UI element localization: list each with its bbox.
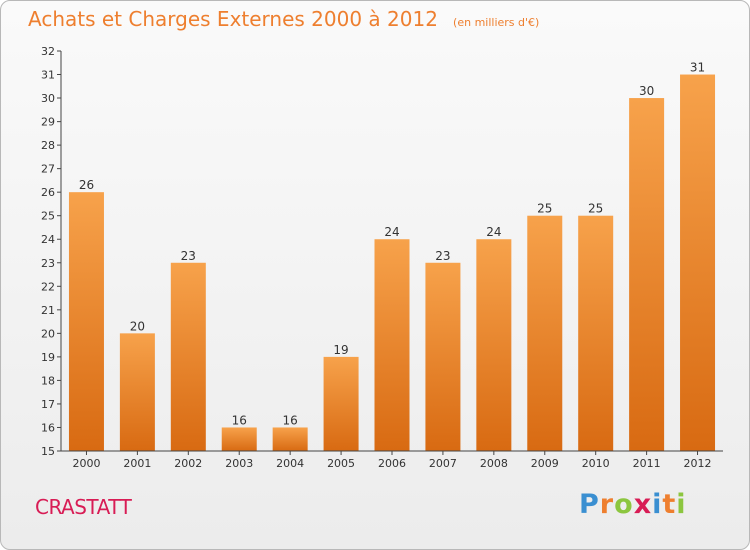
brand-letter: i	[652, 489, 663, 520]
y-tick-label-18: 18	[41, 374, 55, 387]
value-label-2006: 24	[384, 225, 399, 239]
value-label-2012: 31	[690, 61, 705, 75]
y-tick-label-27: 27	[41, 163, 55, 176]
y-tick-label-23: 23	[41, 257, 55, 270]
value-label-2003: 16	[232, 413, 247, 427]
bar-2006	[374, 239, 410, 451]
bar-2004	[272, 427, 308, 451]
y-tick-label-29: 29	[41, 116, 55, 129]
bar-2003	[221, 427, 257, 451]
x-tick-label-2004: 2004	[276, 457, 304, 470]
chart-title: Achats et Charges Externes 2000 à 2012	[28, 7, 438, 31]
value-label-2004: 16	[283, 413, 298, 427]
value-label-2001: 20	[130, 319, 145, 333]
location-label: CRASTATT	[35, 495, 132, 519]
x-tick-label-2010: 2010	[582, 457, 610, 470]
bar-2007	[425, 262, 461, 451]
bar-2002	[170, 262, 206, 451]
brand-letter: r	[599, 489, 615, 520]
x-tick-label-2008: 2008	[480, 457, 508, 470]
y-tick-label-32: 32	[41, 45, 55, 58]
y-tick-label-31: 31	[41, 69, 55, 82]
bar-2011	[629, 98, 665, 451]
brand-logo: Proxiti	[579, 489, 687, 520]
brand-letter: i	[676, 489, 687, 520]
y-tick-label-22: 22	[41, 280, 55, 293]
brand-letter: o	[614, 489, 634, 520]
bar-2005	[323, 356, 359, 451]
y-tick-label-15: 15	[41, 445, 55, 458]
x-tick-label-2007: 2007	[429, 457, 457, 470]
x-tick-label-2003: 2003	[225, 457, 253, 470]
x-tick-label-2000: 2000	[72, 457, 100, 470]
brand-letter: P	[579, 489, 600, 520]
bar-2010	[578, 215, 614, 451]
brand-letter: x	[633, 489, 653, 520]
y-tick-label-16: 16	[41, 421, 55, 434]
bar-2000	[68, 192, 104, 452]
y-tick-label-25: 25	[41, 210, 55, 223]
y-tick-label-19: 19	[41, 351, 55, 364]
y-tick-label-24: 24	[41, 233, 55, 246]
x-tick-label-2005: 2005	[327, 457, 355, 470]
value-label-2002: 23	[181, 249, 196, 263]
title-row: Achats et Charges Externes 2000 à 2012 (…	[28, 7, 539, 31]
x-tick-label-2002: 2002	[174, 457, 202, 470]
value-label-2000: 26	[79, 178, 94, 192]
value-label-2011: 30	[639, 84, 654, 98]
x-tick-label-2001: 2001	[123, 457, 151, 470]
y-tick-label-20: 20	[41, 327, 55, 340]
y-tick-label-30: 30	[41, 92, 55, 105]
y-tick-label-28: 28	[41, 139, 55, 152]
x-tick-label-2012: 2012	[684, 457, 712, 470]
bar-2009	[527, 215, 563, 451]
value-label-2007: 23	[435, 249, 450, 263]
brand-letter: t	[662, 489, 677, 520]
chart-subtitle: (en milliers d'€)	[453, 16, 540, 29]
bar-2001	[119, 333, 155, 451]
value-label-2009: 25	[537, 202, 552, 216]
y-tick-label-17: 17	[41, 398, 55, 411]
y-tick-label-26: 26	[41, 186, 55, 199]
bar-2012	[680, 74, 716, 451]
x-tick-label-2009: 2009	[531, 457, 559, 470]
value-label-2005: 19	[333, 343, 348, 357]
value-label-2010: 25	[588, 202, 603, 216]
bar-2008	[476, 239, 512, 451]
x-tick-label-2011: 2011	[633, 457, 661, 470]
y-tick-label-21: 21	[41, 304, 55, 317]
axes-layer: 15 16 17 18 19 20 21 22 23 24 25 26 27 28 29 30 31 32 2000…	[41, 45, 723, 470]
value-label-2008: 24	[486, 225, 501, 239]
x-tick-label-2006: 2006	[378, 457, 406, 470]
bars-layer: 26 20 23 16 16 19 24 23 24 25 25 30 31	[68, 61, 716, 452]
